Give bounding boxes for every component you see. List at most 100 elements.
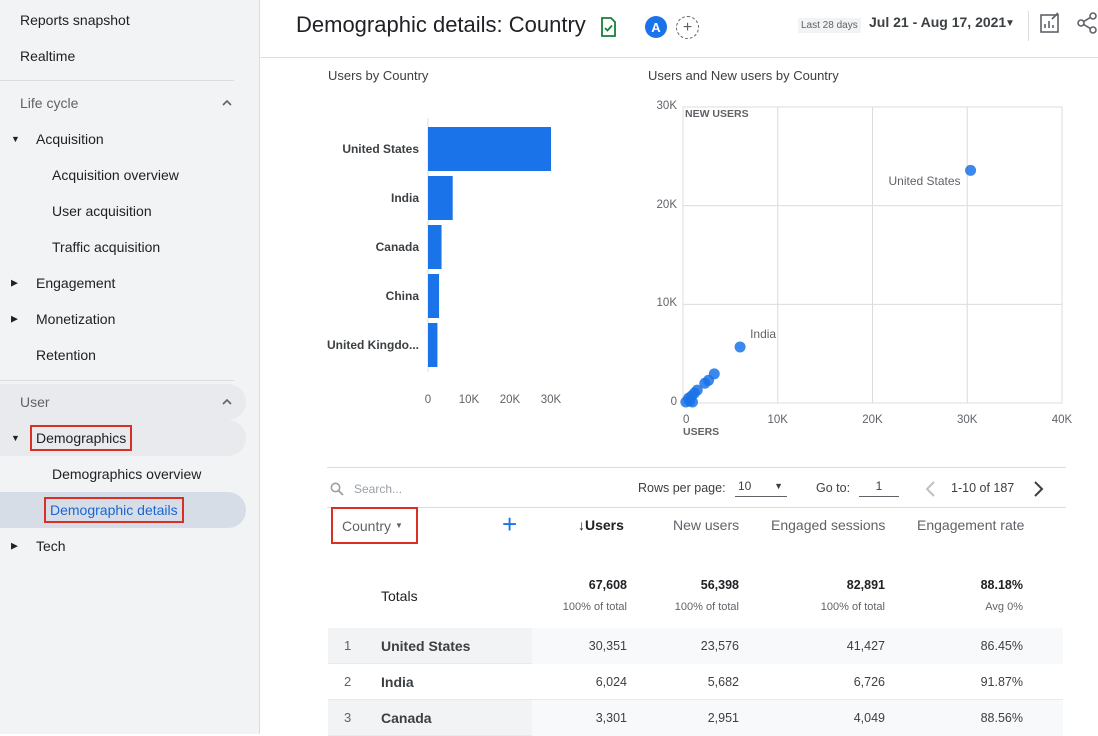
caret-down-icon: ▼: [11, 433, 20, 443]
nav-label: Realtime: [20, 48, 76, 64]
date-range-picker[interactable]: Jul 21 - Aug 17, 2021: [869, 14, 1007, 30]
row-index: 2: [344, 674, 352, 689]
caret-down-icon: ▼: [774, 481, 783, 491]
nav-label: Engagement: [36, 275, 116, 291]
total-engagement-rate-avg: Avg 0%: [985, 601, 1023, 613]
bar-category-label: United States: [342, 142, 419, 156]
caret-down-icon[interactable]: ▼: [1005, 18, 1015, 29]
nav-label: Traffic acquisition: [52, 239, 161, 255]
y-tick-label: 20K: [656, 198, 677, 211]
nav-acquisition-overview[interactable]: Acquisition overview: [0, 157, 246, 193]
add-dimension-icon[interactable]: +: [502, 509, 518, 539]
totals-label: Totals: [381, 588, 418, 604]
x-tick-label: 20K: [862, 414, 883, 426]
x-tick-label: 10K: [458, 394, 480, 406]
row-metric: 4,049: [853, 711, 885, 725]
bar: [428, 127, 551, 171]
date-range-label: Last 28 days: [798, 18, 861, 33]
nav-reports-snapshot[interactable]: Reports snapshot: [0, 2, 246, 38]
row-metric: 6,024: [595, 675, 627, 689]
nav-label: Acquisition overview: [52, 167, 179, 183]
nav-acquisition[interactable]: ▼ Acquisition: [0, 121, 246, 157]
caret-right-icon: ▶: [11, 277, 18, 288]
rows-per-page-select[interactable]: 10 ▼: [735, 479, 787, 497]
scatter-point-label: United States: [888, 174, 961, 189]
customize-report-icon[interactable]: [1039, 12, 1061, 34]
nav-monetization[interactable]: ▶ Monetization: [0, 301, 246, 337]
sidebar-nav: Reports snapshot Realtime Life cycle ▼ A…: [0, 0, 260, 734]
caret-down-icon: ▼: [11, 134, 20, 144]
caret-right-icon: ▶: [11, 540, 18, 551]
total-new-users-share: 100% of total: [674, 601, 739, 613]
caret-down-icon: ▼: [395, 521, 403, 530]
search-icon[interactable]: [330, 482, 344, 496]
x-tick-label: 0: [683, 414, 690, 426]
row-metric: 30,351: [588, 639, 627, 653]
prev-page-icon[interactable]: [924, 480, 936, 498]
nav-label: Demographics overview: [52, 466, 202, 482]
section-lifecycle[interactable]: Life cycle: [0, 85, 246, 121]
row-metric-band: [532, 700, 1063, 736]
nav-engagement[interactable]: ▶ Engagement: [0, 265, 246, 301]
column-header-engaged-sessions[interactable]: Engaged sessions: [771, 517, 886, 533]
dimension-label: Country: [342, 517, 392, 534]
row-metric: 3,301: [595, 711, 627, 725]
nav-label: User acquisition: [52, 203, 152, 219]
caret-right-icon: ▶: [11, 313, 18, 324]
column-label: Users: [585, 517, 624, 533]
add-comparison-icon[interactable]: +: [676, 16, 699, 39]
nav-retention[interactable]: Retention: [0, 337, 246, 373]
nav-demographics-overview[interactable]: Demographics overview: [0, 456, 246, 492]
next-page-icon[interactable]: [1033, 480, 1045, 498]
nav-label: Monetization: [36, 311, 116, 327]
pagination-range: 1-10 of 187: [951, 481, 1015, 495]
column-header-users[interactable]: ↓Users: [578, 517, 624, 533]
bar: [428, 176, 453, 220]
row-country: United States: [381, 638, 471, 654]
nav-realtime[interactable]: Realtime: [0, 38, 246, 74]
divider: [327, 507, 1066, 508]
rows-per-page-label: Rows per page:: [638, 481, 726, 495]
nav-demographics[interactable]: ▼ Demographics: [0, 420, 246, 456]
bar-category-label: China: [385, 289, 419, 303]
row-metric: 23,576: [700, 639, 739, 653]
bar: [428, 274, 440, 318]
nav-tech[interactable]: ▶ Tech: [0, 528, 246, 564]
chevron-up-icon: [222, 398, 232, 405]
total-engaged-sessions: 82,891: [846, 578, 885, 592]
page-title: Demographic details: Country: [296, 12, 586, 37]
nav-user-acquisition[interactable]: User acquisition: [0, 193, 246, 229]
nav-traffic-acquisition[interactable]: Traffic acquisition: [0, 229, 246, 265]
bar: [428, 225, 442, 269]
divider: [0, 380, 234, 381]
row-metric: 5,682: [707, 675, 739, 689]
share-icon[interactable]: [1076, 12, 1098, 34]
search-input[interactable]: Search...: [354, 482, 403, 496]
report-header: Demographic details: Country A + Last 28…: [261, 0, 1098, 58]
nav-label: Retention: [36, 347, 96, 363]
bar-category-label: United Kingdo...: [327, 338, 419, 352]
sort-arrow-icon: ↓: [578, 517, 585, 533]
dimension-selector[interactable]: Country ▼: [331, 507, 418, 544]
nav-demographic-details[interactable]: Demographic details: [0, 492, 246, 528]
column-header-engagement-rate[interactable]: Engagement rate: [917, 517, 1025, 533]
y-tick-label: 0: [670, 396, 677, 408]
row-country: India: [381, 674, 414, 690]
verified-report-icon[interactable]: [599, 17, 617, 37]
comparison-avatar[interactable]: A: [645, 16, 667, 38]
goto-page-input[interactable]: 1: [859, 479, 899, 497]
divider: [0, 80, 234, 81]
total-engaged-sessions-share: 100% of total: [820, 601, 885, 613]
row-metric: 6,726: [853, 675, 885, 689]
x-tick-label: 0: [424, 394, 432, 406]
row-metric: 86.45%: [980, 639, 1023, 653]
nav-label: Acquisition: [36, 131, 104, 147]
section-user[interactable]: User: [0, 384, 246, 420]
table-row[interactable]: [328, 664, 1063, 700]
bar-category-label: India: [390, 191, 419, 205]
x-tick-label: 10K: [767, 414, 788, 426]
column-header-new-users[interactable]: New users: [673, 517, 740, 533]
total-engagement-rate: 88.18%: [980, 578, 1023, 592]
scatter-point-label: India: [750, 326, 777, 341]
